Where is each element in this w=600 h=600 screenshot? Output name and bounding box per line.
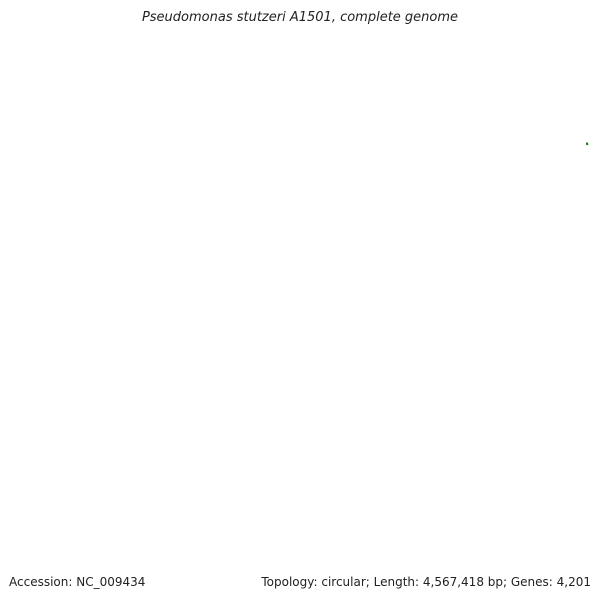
map-title: Pseudomonas stutzeri A1501, complete gen…: [141, 10, 459, 25]
kbp-ruler: 2021 kbp2022 kbp2023 kbp2024 kbp2025 kbp…: [585, 142, 589, 146]
genome-summary-text: Topology: circular; Length: 4,567,418 bp…: [261, 575, 591, 589]
accession-text: Accession: NC_009434: [9, 575, 146, 589]
